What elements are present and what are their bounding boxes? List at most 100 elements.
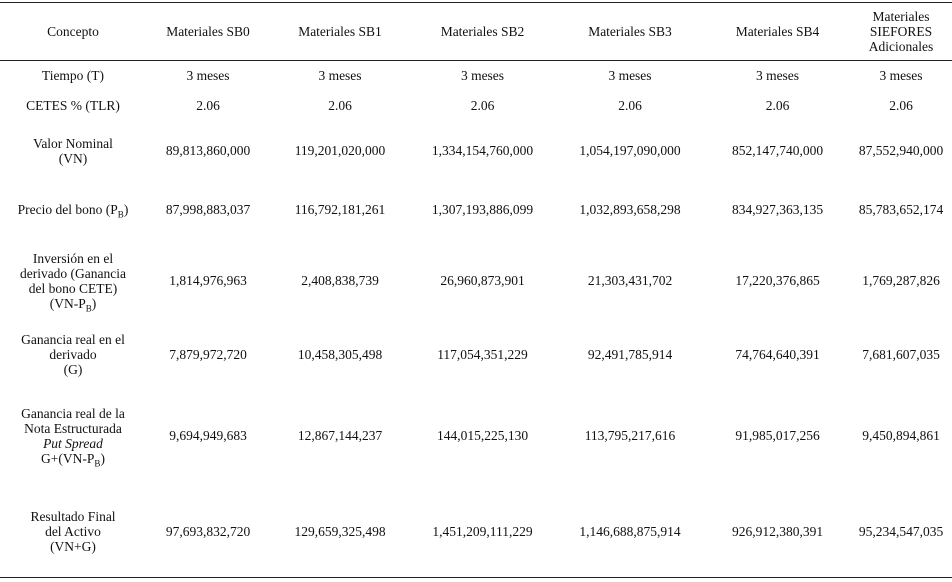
value-cell: 144,015,225,130 [436, 428, 529, 443]
label-text: Ganancia real en el [21, 331, 125, 347]
value-cell: 1,146,688,875,914 [579, 523, 681, 539]
header-cell: Materiales SB0 [166, 24, 250, 39]
row-label: Resultado Final del Activo (VN+G) [0, 486, 146, 578]
label-text: (VN) [58, 150, 88, 166]
label-text: Inversión en el [32, 250, 114, 266]
header-cell: Materiales SB4 [735, 24, 820, 39]
label-text: CETES % (TLR) [26, 98, 120, 113]
value-cell: 113,795,217,616 [584, 428, 676, 443]
value-cell: 852,147,740,000 [731, 143, 824, 158]
label-text: Ganancia real de la [21, 405, 125, 421]
value-cell: 3 meses [755, 68, 800, 84]
value-cell: 3 meses [460, 68, 505, 84]
label-text: B [85, 303, 92, 314]
row-label: Precio del bono (PB) [0, 181, 146, 239]
value-cell: 3 meses [608, 68, 652, 84]
label-text: del bono CETE) [28, 280, 118, 296]
value-cell: 74,764,640,391 [735, 346, 820, 362]
value-cell: 9,694,949,683 [169, 428, 247, 443]
header-line: Materiales [872, 9, 930, 24]
label-text: derivado (Ganancia [19, 265, 127, 281]
header-line: SIEFORES [869, 24, 933, 39]
table-row: Tiempo (T) 3 meses 3 meses 3 meses 3 meses 3 … [0, 61, 952, 91]
table-row: Resultado Final del Activo (VN+G) 97,693,83… [0, 486, 952, 578]
header-cell: Concepto [47, 24, 99, 39]
label-text: (G) [63, 361, 83, 377]
value-cell: 12,867,144,237 [297, 428, 383, 443]
value-cell: 2.06 [470, 98, 495, 113]
label-text: derivado [49, 346, 97, 362]
label-text: Precio del bono (P [17, 202, 118, 217]
label-text: del Activo [45, 523, 101, 539]
header-line: Adicionales [868, 39, 934, 54]
label-text: Nota Estructurada [24, 420, 122, 436]
table-row: Ganancia real en el derivado (G) 7,879,972,… [0, 323, 952, 386]
value-cell: 10,458,305,498 [297, 346, 383, 362]
value-cell: 7,879,972,720 [169, 346, 247, 362]
value-cell: 834,927,363,135 [731, 202, 824, 217]
value-cell: 17,220,376,865 [735, 273, 820, 288]
value-cell: 2.06 [618, 98, 642, 113]
header-cell: Materiales SB3 [588, 24, 672, 39]
value-cell: 1,451,209,111,229 [432, 523, 533, 539]
label-text: ) [100, 450, 105, 466]
value-cell: 92,491,785,914 [587, 346, 673, 362]
header-cell: Materiales SB2 [440, 24, 525, 39]
label-text: ) [123, 202, 129, 217]
row-label: Ganancia real en el derivado (G) [0, 323, 146, 386]
value-cell: 91,985,017,256 [735, 428, 820, 443]
value-cell: 2.06 [196, 98, 220, 113]
value-cell: 87,552,940,000 [858, 143, 944, 158]
value-cell: 1,769,287,826 [862, 273, 940, 288]
label-text: Tiempo (T) [41, 68, 105, 84]
value-cell: 87,998,883,037 [165, 202, 251, 217]
value-cell: 926,912,380,391 [731, 523, 824, 539]
row-label: Ganancia real de la Nota Estructurada Put … [0, 386, 146, 486]
row-label: CETES % (TLR) [0, 91, 146, 121]
header-cell: Materiales SB1 [298, 24, 382, 39]
value-cell: 1,032,893,658,298 [579, 202, 681, 217]
value-cell: 2.06 [328, 98, 352, 113]
value-cell: 21,303,431,702 [587, 273, 673, 288]
value-cell: 3 meses [879, 68, 923, 84]
value-cell: 89,813,860,000 [165, 143, 251, 158]
value-cell: 3 meses [318, 68, 362, 84]
value-cell: 97,693,832,720 [165, 523, 251, 539]
table-row: Inversión en el derivado (Ganancia del bon… [0, 239, 952, 323]
value-cell: 7,681,607,035 [862, 346, 940, 362]
table-row: CETES % (TLR) 2.06 2.06 2.06 2.06 2.06 2.06 [0, 91, 952, 121]
table-row: Precio del bono (PB) 87,998,883,037 116,79… [0, 181, 952, 239]
label-text: (VN-P [49, 295, 86, 311]
row-label: Valor Nominal (VN) [0, 121, 146, 181]
value-cell: 119,201,020,000 [294, 143, 386, 158]
value-cell: 116,792,181,261 [294, 202, 386, 217]
label-text: ) [91, 295, 97, 311]
value-cell: 3 meses [186, 68, 230, 84]
value-cell: 1,814,976,963 [169, 273, 247, 288]
value-cell: 2.06 [765, 98, 790, 113]
row-label: Tiempo (T) [0, 61, 146, 91]
value-cell: 26,960,873,901 [440, 273, 525, 288]
value-cell: 1,054,197,090,000 [579, 143, 681, 158]
row-label: Inversión en el derivado (Ganancia del bon… [0, 239, 146, 323]
table-row: Valor Nominal (VN) 89,813,860,000 119,201,0… [0, 121, 952, 181]
value-cell: 2,408,838,739 [301, 273, 379, 288]
value-cell: 117,054,351,229 [437, 346, 528, 362]
value-cell: 1,307,193,886,099 [431, 202, 534, 217]
label-text: Put Spread [43, 435, 103, 451]
label-text: B [117, 209, 124, 220]
header-row: Concepto Materiales SB0 Materiales SB1 M… [0, 2, 952, 61]
label-text: Resultado Final [30, 508, 116, 524]
label-text: (VN+G) [50, 538, 96, 554]
value-cell: 95,234,547,035 [858, 523, 944, 539]
value-cell: 129,659,325,498 [294, 523, 386, 539]
label-text: Valor Nominal [33, 135, 113, 151]
value-cell: 1,334,154,760,000 [431, 143, 534, 158]
label-text: B [94, 458, 101, 469]
value-cell: 9,450,894,861 [862, 428, 940, 443]
label-text: G+(VN-P [41, 450, 95, 466]
value-cell: 2.06 [889, 98, 913, 113]
table-row: Ganancia real de la Nota Estructurada Put … [0, 386, 952, 486]
